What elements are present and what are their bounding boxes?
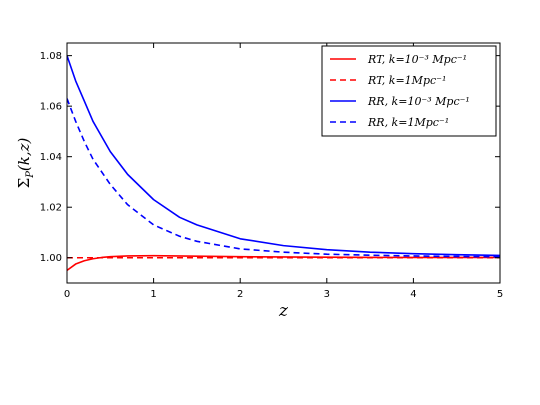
y-tick-label: 1.02 xyxy=(40,203,62,214)
legend: RT, k=10⁻³ Mpc⁻¹ RT, k=1Mpc⁻¹ RR, k=10⁻³ M… xyxy=(321,45,497,137)
y-tick-label: 1.06 xyxy=(40,102,62,113)
series-line-1 xyxy=(67,254,500,272)
series-layer xyxy=(67,55,500,272)
series-line-3 xyxy=(67,55,500,257)
y-tick-label: 1.00 xyxy=(40,253,62,264)
x-tick-label: 5 xyxy=(497,289,503,300)
y-axis-label-sigma: Σ xyxy=(15,178,33,189)
y-axis-label-subscript: P xyxy=(25,171,36,179)
legend-label-3: RR, k=10⁻³ Mpc⁻¹ xyxy=(367,95,470,108)
legend-label-1: RT, k=10⁻³ Mpc⁻¹ xyxy=(367,53,467,66)
legend-box xyxy=(321,45,497,137)
plot-frame xyxy=(66,42,501,284)
legend-label-4: RR, k=1Mpc⁻¹ xyxy=(367,116,449,129)
x-axis-label: z xyxy=(278,301,289,321)
y-axis-label-args: (k,z) xyxy=(15,137,33,171)
x-tick-label: 0 xyxy=(64,289,70,300)
legend-label-2: RT, k=1Mpc⁻¹ xyxy=(367,74,446,87)
y-tick-label: 1.08 xyxy=(40,51,62,62)
x-tick-label: 1 xyxy=(150,289,156,300)
x-tick-label: 3 xyxy=(324,289,330,300)
y-tick-label: 1.04 xyxy=(40,152,62,163)
x-tick-label: 2 xyxy=(237,289,243,300)
x-tick-label: 4 xyxy=(410,289,416,300)
y-axis-label: ΣP(k,z) xyxy=(15,137,36,188)
ticks-layer: 0 1 2 3 4 5 1.00 1.02 1.04 1.06 1.08 xyxy=(40,43,503,300)
series-line-4 xyxy=(67,98,500,258)
